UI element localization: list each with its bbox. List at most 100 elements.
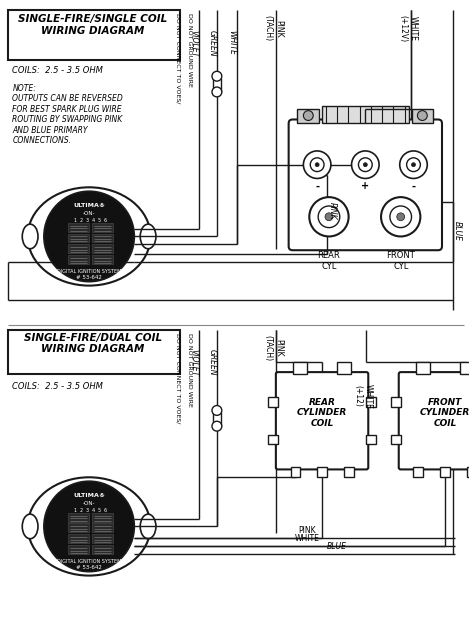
Bar	[268, 435, 278, 444]
Text: NOTE:
OUTPUTS CAN BE REVERSED
FOR BEST SPARK PLUG WIRE
ROUTING BY SWAPPING PINK
: NOTE: OUTPUTS CAN BE REVERSED FOR BEST S…	[12, 84, 123, 145]
Circle shape	[381, 197, 420, 237]
Bar	[466, 467, 474, 478]
Text: SINGLE-FIRE/SINGLE COIL
WIRING DIAGRAM: SINGLE-FIRE/SINGLE COIL WIRING DIAGRAM	[18, 14, 168, 36]
FancyBboxPatch shape	[276, 372, 368, 469]
Bar	[68, 244, 89, 253]
Bar	[8, 10, 180, 60]
Text: GREEN: GREEN	[208, 30, 217, 56]
Text: 4: 4	[91, 218, 95, 223]
Text: # 53-642: # 53-642	[76, 275, 102, 279]
Text: WHITE: WHITE	[295, 534, 320, 543]
Bar	[68, 513, 89, 522]
Bar	[413, 467, 423, 478]
Circle shape	[310, 158, 324, 172]
Text: DO NOT GROUND WIRE: DO NOT GROUND WIRE	[187, 333, 192, 406]
Bar	[68, 233, 89, 242]
Bar	[344, 467, 354, 478]
Circle shape	[212, 421, 222, 431]
Text: 2: 2	[80, 218, 83, 223]
Text: FRONT
CYLINDER
COIL: FRONT CYLINDER COIL	[420, 398, 470, 428]
Text: DO NOT GROUND WIRE: DO NOT GROUND WIRE	[187, 13, 192, 87]
Bar	[460, 362, 474, 374]
Text: WHITE
(+12): WHITE (+12)	[354, 384, 373, 409]
Text: -ON-: -ON-	[83, 501, 95, 506]
Circle shape	[318, 206, 340, 228]
Bar	[92, 545, 113, 554]
Circle shape	[212, 406, 222, 415]
Text: DIGITAL IGNITION SYSTEM: DIGITAL IGNITION SYSTEM	[57, 269, 121, 274]
Text: DO NOT CONNECT TO VOES/: DO NOT CONNECT TO VOES/	[175, 333, 180, 423]
Circle shape	[303, 151, 331, 178]
Circle shape	[212, 71, 222, 81]
Text: ULTIMA®: ULTIMA®	[73, 493, 105, 498]
Circle shape	[303, 111, 313, 121]
Text: # 53-642: # 53-642	[76, 565, 102, 570]
Bar	[391, 435, 401, 444]
Text: +: +	[361, 181, 369, 192]
Circle shape	[400, 151, 427, 178]
Bar	[92, 222, 113, 231]
Bar	[68, 222, 89, 231]
Bar	[291, 467, 301, 478]
Circle shape	[44, 191, 134, 281]
Text: SINGLE-FIRE/DUAL COIL
WIRING DIAGRAM: SINGLE-FIRE/DUAL COIL WIRING DIAGRAM	[24, 333, 162, 354]
Bar	[293, 362, 307, 374]
Bar	[366, 435, 376, 444]
Text: -: -	[315, 181, 319, 192]
Text: VIOLET: VIOLET	[190, 30, 199, 57]
Text: 5: 5	[97, 508, 100, 513]
Bar	[366, 397, 376, 407]
Text: VIOLET: VIOLET	[190, 349, 199, 377]
Text: WHITE
(+12V): WHITE (+12V)	[398, 15, 418, 42]
Bar	[416, 362, 430, 374]
Text: BLUE: BLUE	[327, 542, 347, 551]
Text: REAR
CYLINDER
COIL: REAR CYLINDER COIL	[297, 398, 347, 428]
Bar	[213, 412, 221, 426]
Bar	[92, 524, 113, 532]
Text: 1: 1	[74, 508, 77, 513]
Text: BLUE: BLUE	[453, 221, 462, 242]
Circle shape	[358, 158, 372, 172]
Circle shape	[310, 197, 348, 237]
Text: DO NOT CONNECT TO VOES/: DO NOT CONNECT TO VOES/	[175, 13, 180, 104]
Ellipse shape	[140, 514, 156, 538]
Text: COILS:  2.5 - 3.5 OHM: COILS: 2.5 - 3.5 OHM	[12, 67, 103, 76]
Text: ULTIMA®: ULTIMA®	[73, 203, 105, 208]
Ellipse shape	[22, 224, 38, 249]
Circle shape	[411, 163, 415, 167]
Bar	[411, 109, 433, 124]
FancyBboxPatch shape	[399, 372, 474, 469]
Bar	[68, 545, 89, 554]
Circle shape	[418, 111, 427, 121]
Text: 5: 5	[97, 218, 100, 223]
Circle shape	[364, 163, 367, 167]
Bar	[322, 106, 409, 124]
Bar	[68, 535, 89, 543]
Circle shape	[352, 151, 379, 178]
Ellipse shape	[27, 478, 151, 576]
Circle shape	[325, 213, 333, 221]
Text: REAR
CYL: REAR CYL	[318, 251, 340, 271]
Ellipse shape	[27, 187, 151, 286]
Text: DIGITAL IGNITION SYSTEM: DIGITAL IGNITION SYSTEM	[57, 559, 121, 564]
Bar	[68, 524, 89, 532]
Circle shape	[44, 481, 134, 572]
Circle shape	[390, 206, 411, 228]
Text: PINK: PINK	[299, 526, 316, 535]
Text: PINK: PINK	[328, 202, 337, 220]
Circle shape	[315, 163, 319, 167]
Bar	[8, 330, 180, 374]
Ellipse shape	[22, 514, 38, 538]
Text: -ON-: -ON-	[83, 211, 95, 216]
Bar	[92, 233, 113, 242]
Text: FRONT
CYL: FRONT CYL	[386, 251, 415, 271]
Text: 6: 6	[103, 508, 106, 513]
Text: PINK
(TACH): PINK (TACH)	[264, 335, 283, 361]
Bar	[391, 397, 401, 407]
Text: GREEN: GREEN	[208, 349, 217, 376]
Bar	[92, 244, 113, 253]
Bar	[92, 255, 113, 264]
Text: 6: 6	[103, 218, 106, 223]
Ellipse shape	[140, 224, 156, 249]
Bar	[440, 467, 450, 478]
